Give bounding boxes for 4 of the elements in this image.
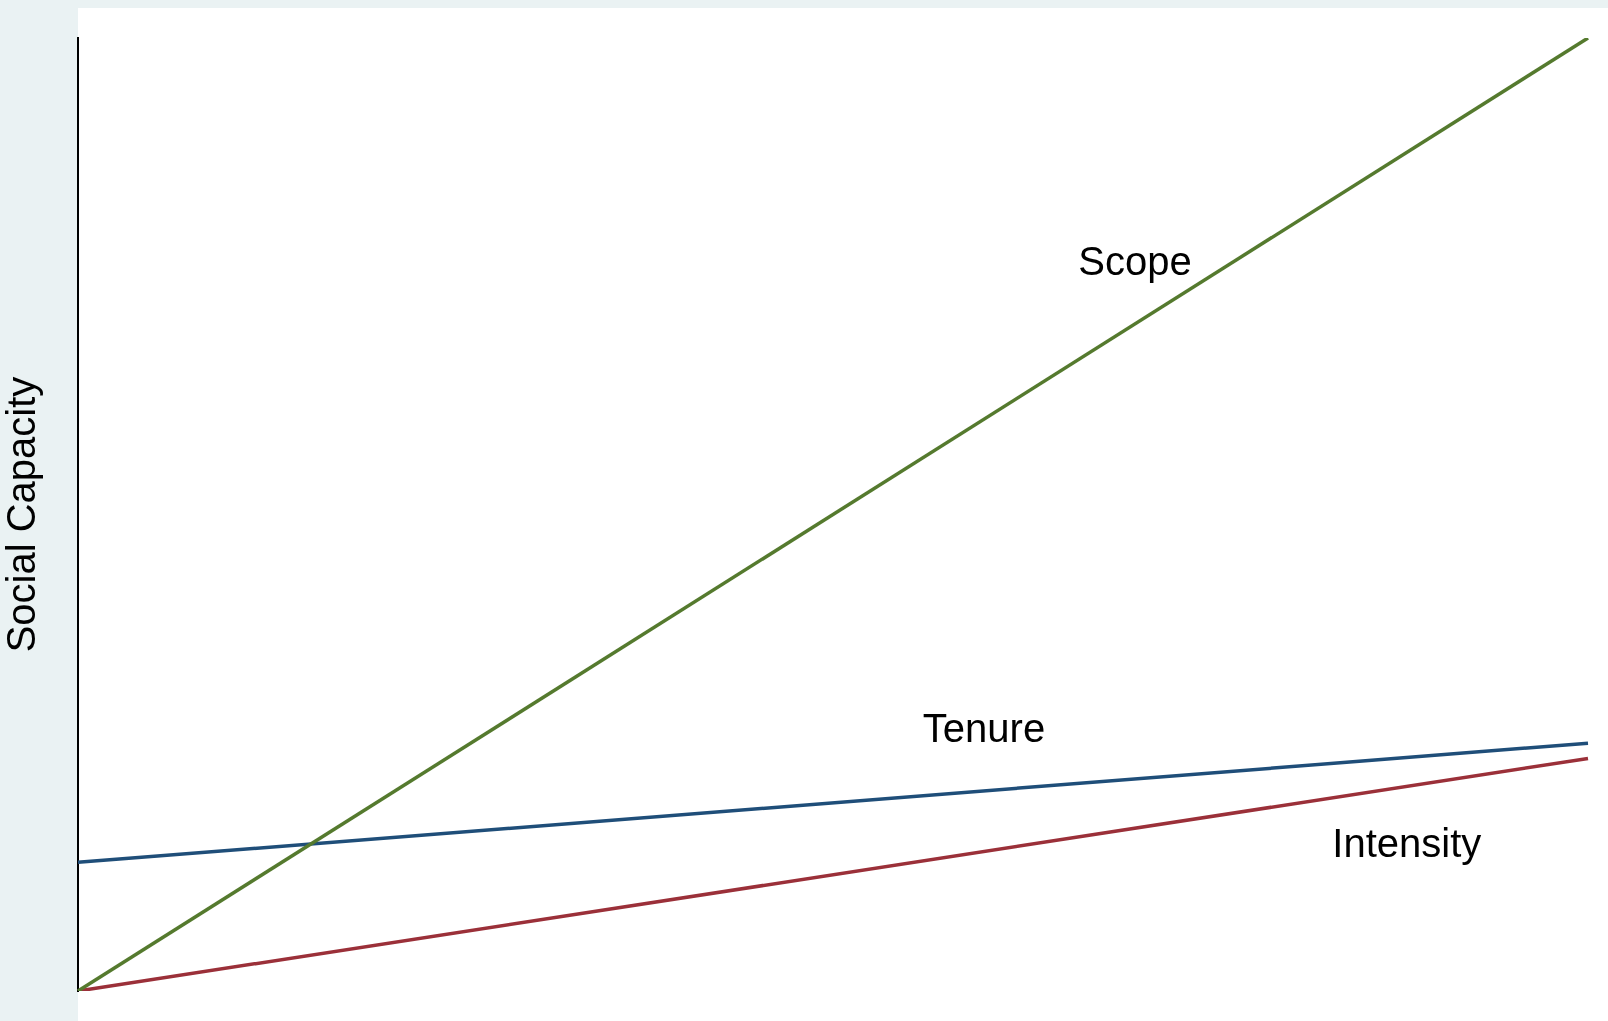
- series-label: Intensity: [1332, 821, 1482, 866]
- series-label: Tenure: [922, 705, 1046, 750]
- series-label: Scope: [1078, 238, 1192, 283]
- y-axis-title: Social Capacity: [0, 376, 44, 653]
